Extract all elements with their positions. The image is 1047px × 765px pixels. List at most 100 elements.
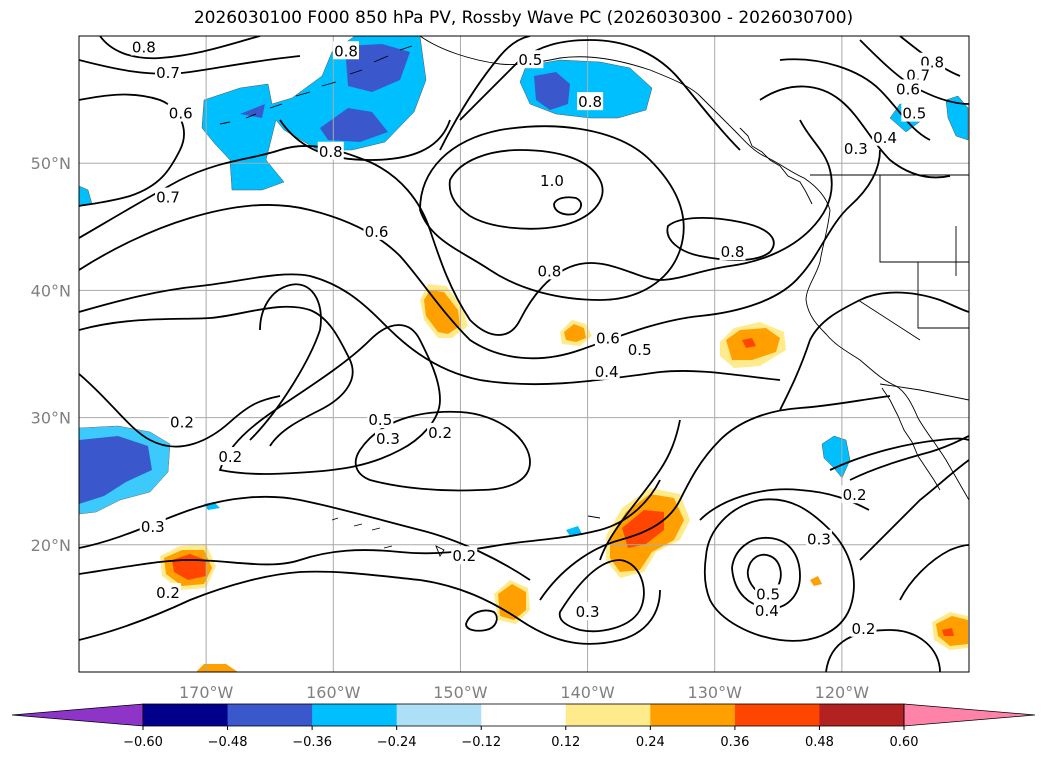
coastline-bc: [739, 127, 813, 205]
contour-label: 0.2: [170, 414, 194, 432]
coastline-alaska: [419, 36, 831, 211]
contour-line: [79, 479, 661, 575]
contour-line: [465, 609, 498, 632]
axis-labels: 50°N 40°N 30°N 20°N 170°W 160°W 150°W 140°W 130°…: [31, 154, 870, 702]
contour-label-background: [317, 141, 344, 160]
contour-label: 0.7: [156, 64, 180, 82]
contour-label: 0.2: [843, 486, 867, 504]
contour-label-background: [333, 41, 359, 60]
map-title: 2026030100 F000 850 hPa PV, Rossby Wave …: [193, 8, 854, 28]
contour-line: [703, 498, 855, 642]
border-states: [857, 175, 969, 341]
contour-label-background: [155, 583, 181, 602]
contour-label-background: [905, 65, 932, 84]
positive-anomaly-east-peak: [742, 338, 756, 348]
contour-line: [779, 58, 931, 141]
contour-line: [859, 459, 969, 561]
lat-tick-label: 40°N: [31, 281, 71, 300]
contour-label: 1.0: [540, 172, 564, 190]
contour-label: 0.5: [756, 585, 780, 603]
colorbar-box: [734, 704, 820, 726]
positive-anomaly-small-1-core: [564, 324, 586, 342]
contour-label: 0.4: [873, 129, 897, 147]
contour-label: 0.4: [755, 602, 779, 620]
lat-tick-label: 20°N: [31, 536, 71, 555]
map-frame: [78, 35, 970, 673]
contour-line: [829, 437, 969, 471]
contour-label: 0.8: [537, 262, 561, 280]
contour-line: [79, 305, 354, 447]
contour-label-background: [626, 340, 653, 359]
contour-label: 0.2: [452, 547, 476, 565]
contour-line: [459, 39, 741, 151]
contour-label: 0.5: [368, 411, 392, 429]
contour-line: [218, 324, 441, 475]
colorbar-box: [565, 704, 651, 726]
contour-line: [79, 373, 281, 448]
lon-tick-label: 150°W: [433, 683, 488, 702]
contour-label-background: [130, 37, 157, 56]
contour-label: 0.6: [896, 80, 920, 98]
contour-label-background: [374, 429, 401, 448]
negative-anomaly-west-shell: [79, 426, 170, 514]
colorbar-tick-label: 0.48: [805, 735, 834, 750]
contour-line: [79, 570, 661, 645]
negative-anomaly-west-core: [79, 436, 152, 504]
contour-label: 0.6: [596, 330, 620, 348]
contour-label-background: [168, 412, 195, 431]
contour-label: 0.3: [807, 531, 831, 549]
contour-label-background: [574, 602, 601, 621]
contour-line: [79, 149, 881, 360]
contour-label-background: [538, 171, 565, 190]
coastline-aleutians: [219, 45, 413, 125]
lon-tick-label: 130°W: [688, 683, 743, 702]
contour-label-background: [155, 187, 181, 206]
contour-line: [553, 196, 582, 216]
coastline-baja: [881, 387, 941, 491]
contour-line: [759, 85, 951, 179]
contour-label: 0.2: [428, 424, 452, 442]
contour-label-background: [805, 529, 832, 548]
contour-label: 0.8: [721, 243, 745, 261]
negative-anomaly-small: [204, 502, 582, 536]
contour-label-background: [872, 127, 899, 146]
contour-line: [849, 435, 969, 481]
colorbar-box: [143, 704, 229, 726]
colorbar-tick-label: −0.24: [377, 735, 417, 750]
contour-label-background: [167, 103, 194, 122]
contour-label: 0.6: [365, 223, 389, 241]
contour-label: 0.3: [141, 518, 165, 536]
contour-label-background: [593, 361, 620, 380]
contour-line: [439, 36, 531, 151]
contour-label: 0.3: [844, 140, 868, 158]
colorbar-box: [312, 704, 398, 726]
contour-line: [79, 55, 301, 75]
negative-anomaly-aleutian-core: [240, 44, 410, 142]
positive-anomaly-tiny: [810, 576, 822, 586]
contour-label-background: [850, 618, 877, 637]
contour-label-background: [217, 447, 244, 466]
contour-label-background: [517, 50, 544, 69]
contour-label-background: [577, 92, 604, 111]
contour-line: [779, 291, 969, 411]
lon-tick-label: 140°W: [560, 683, 615, 702]
lat-tick-label: 30°N: [31, 409, 71, 428]
contour-label: 0.2: [852, 620, 876, 638]
contour-label: 0.3: [576, 603, 600, 621]
contour-line: [899, 544, 969, 601]
coastline-us-west: [805, 209, 969, 501]
lon-tick-label: 120°W: [815, 683, 870, 702]
colorbar-frame: [142, 703, 905, 727]
lon-tick-label: 160°W: [306, 683, 361, 702]
negative-anomaly-baja: [821, 435, 851, 479]
colorbar-tick-label: −0.48: [208, 735, 248, 750]
colorbar-tick-label: −0.60: [123, 735, 163, 750]
contour-label-background: [139, 516, 166, 535]
contour-line: [539, 395, 891, 601]
colorbar-extend-max: [903, 703, 1036, 727]
contour-label-background: [901, 103, 928, 122]
contour-label-background: [427, 422, 454, 441]
colorbar-box: [481, 704, 567, 726]
colorbar-tick-label: 0.24: [636, 735, 665, 750]
